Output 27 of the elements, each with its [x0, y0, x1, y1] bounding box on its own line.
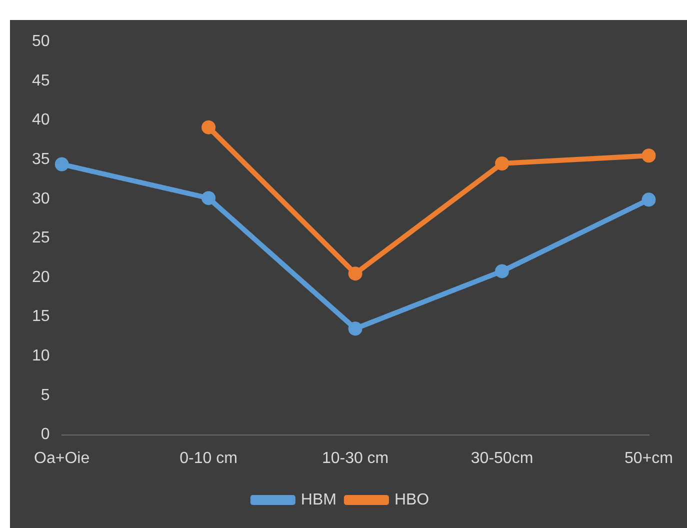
y-tick-label: 10: [32, 348, 50, 365]
y-tick-label: 40: [32, 112, 50, 129]
point: [348, 322, 362, 336]
point: [348, 266, 362, 281]
y-tick-label: 0: [40, 426, 50, 444]
point: [495, 264, 510, 278]
point: [202, 191, 216, 206]
y-tick-label: 20: [32, 268, 50, 286]
x-tick-label: Oa+Oie: [34, 450, 90, 467]
point: [495, 156, 510, 170]
y-tick-label: 25: [32, 230, 50, 247]
y-tick-label: 15: [32, 308, 50, 326]
x-tick-label: 50+cm: [624, 450, 673, 467]
y-tick-label: 35: [32, 150, 50, 168]
point: [54, 157, 69, 172]
y-tick-label: 45: [32, 72, 50, 90]
point: [642, 148, 656, 163]
point: [202, 120, 216, 134]
point: [642, 192, 656, 207]
x-tick-label: 0-10 cm: [180, 450, 238, 467]
x-tick-label: 30-50cm: [470, 450, 534, 467]
legend-label: HBM: [300, 491, 336, 508]
x-tick-label: 10-30 cm: [322, 450, 389, 467]
legend-label: HBO: [394, 491, 430, 508]
y-tick-label: 50: [32, 33, 50, 50]
y-tick-label: 30: [32, 190, 50, 208]
y-tick-label: 5: [40, 386, 50, 404]
